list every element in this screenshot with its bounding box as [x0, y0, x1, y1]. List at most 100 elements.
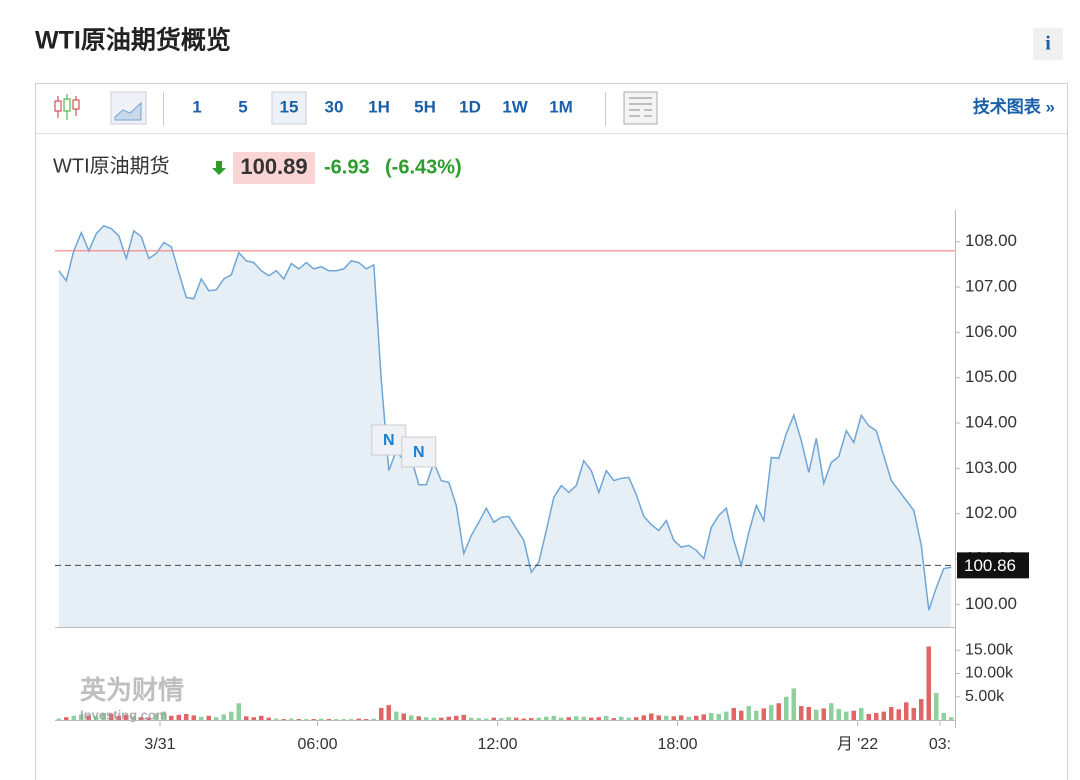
volume-bar [761, 708, 766, 720]
volume-bar [71, 715, 76, 720]
volume-bar [64, 717, 69, 720]
volume-bar [371, 718, 376, 720]
volume-bar [386, 705, 391, 720]
info-button[interactable] [1033, 28, 1063, 60]
price-highlight [233, 152, 315, 184]
volume-bar [311, 719, 316, 720]
volume-bar [191, 715, 196, 720]
volume-tick-label: 5.00k [965, 688, 1005, 705]
technical-chart-link[interactable]: 技术图表 » [973, 96, 1055, 116]
volume-bar [161, 711, 166, 720]
interval-button[interactable]: 5H [414, 97, 436, 116]
volume-bar [169, 715, 174, 720]
volume-bar [941, 713, 946, 720]
volume-bar [544, 716, 549, 720]
watermark: Investing.com [80, 707, 167, 722]
volume-bar [844, 711, 849, 720]
volume-bar [904, 702, 909, 720]
volume-bar [206, 715, 211, 720]
volume-bar [304, 719, 309, 720]
volume-bar [619, 716, 624, 720]
volume-bar [394, 711, 399, 720]
x-tick-label: 06:00 [297, 736, 337, 753]
volume-bar [529, 718, 534, 720]
volume-bar [101, 713, 106, 720]
page-title: WTI原油期货概览 [35, 26, 231, 55]
interval-button[interactable]: 1 [192, 97, 201, 116]
interval-button[interactable]: 5 [238, 97, 247, 116]
info-icon[interactable]: i [1045, 33, 1051, 55]
news-flag-label: N [413, 444, 425, 461]
volume-bar [611, 718, 616, 720]
volume-bar [184, 713, 189, 720]
volume-bar [859, 707, 864, 720]
chart-panel [35, 83, 1068, 780]
volume-bar [836, 708, 841, 720]
volume-bar [746, 706, 751, 720]
y-tick-label: 100.00 [965, 594, 1017, 613]
volume-bar [581, 716, 586, 720]
volume-bar [626, 717, 631, 720]
interval-button[interactable]: 1D [459, 97, 481, 116]
candle-icon[interactable] [54, 94, 80, 120]
volume-bar [86, 715, 91, 720]
news-flag[interactable] [401, 436, 437, 468]
volume-bar [919, 699, 924, 720]
volume-bar [926, 646, 931, 720]
layout-icon-lines [629, 97, 652, 117]
volume-bar [139, 717, 144, 720]
volume-bar [401, 713, 406, 720]
interval-button[interactable]: 30 [325, 97, 344, 116]
interval-button[interactable]: 1W [502, 97, 528, 116]
quote-name: WTI原油期货 [53, 154, 170, 177]
volume-bar [491, 717, 496, 720]
x-tick-label: 月 '22 [837, 736, 878, 753]
volume-tick-label: 15.00k [965, 641, 1014, 658]
volume-tick-label: 10.00k [965, 665, 1014, 682]
x-tick-label: 03: [929, 736, 951, 753]
volume-bar [679, 715, 684, 720]
volume-bar [934, 693, 939, 720]
volume-bar [514, 717, 519, 720]
volume-bar [664, 715, 669, 720]
volume-bar [154, 713, 159, 720]
volume-bar [334, 719, 339, 720]
volume-bar [356, 718, 361, 720]
volume-bar [896, 709, 901, 720]
volume-bar [439, 717, 444, 720]
down-arrow [212, 161, 226, 175]
volume-bar [326, 719, 331, 720]
volume-bar [499, 718, 504, 720]
volume-bar [461, 714, 466, 720]
volume-bar [814, 709, 819, 720]
interval-button[interactable]: 1M [549, 97, 573, 116]
x-tick-label: 12:00 [477, 736, 517, 753]
layout-icon[interactable] [623, 91, 658, 125]
y-tick-label: 107.00 [965, 277, 1017, 296]
volume-bar [379, 707, 384, 720]
volume-bar [424, 717, 429, 720]
volume-bar [911, 707, 916, 720]
volume-bar [446, 716, 451, 720]
volume-bar [296, 719, 301, 720]
volume-bar [94, 716, 99, 720]
volume-bar [784, 696, 789, 720]
volume-bar [454, 715, 459, 720]
volume-bar [469, 717, 474, 720]
volume-bar [146, 717, 151, 720]
volume-bar [124, 714, 129, 720]
volume-bar [806, 706, 811, 720]
volume-bar [949, 717, 954, 720]
interval-button[interactable]: 1H [368, 97, 390, 116]
volume-bar [694, 715, 699, 720]
interval-button[interactable]: 15 [280, 97, 299, 116]
volume-bar [484, 718, 489, 720]
volume-bar [176, 714, 181, 720]
volume-bar [266, 717, 271, 720]
volume-bar [739, 710, 744, 720]
y-tick-label: 108.00 [965, 231, 1017, 250]
volume-bar [866, 713, 871, 720]
last-price-box [957, 552, 1029, 579]
volume-bar [596, 717, 601, 720]
